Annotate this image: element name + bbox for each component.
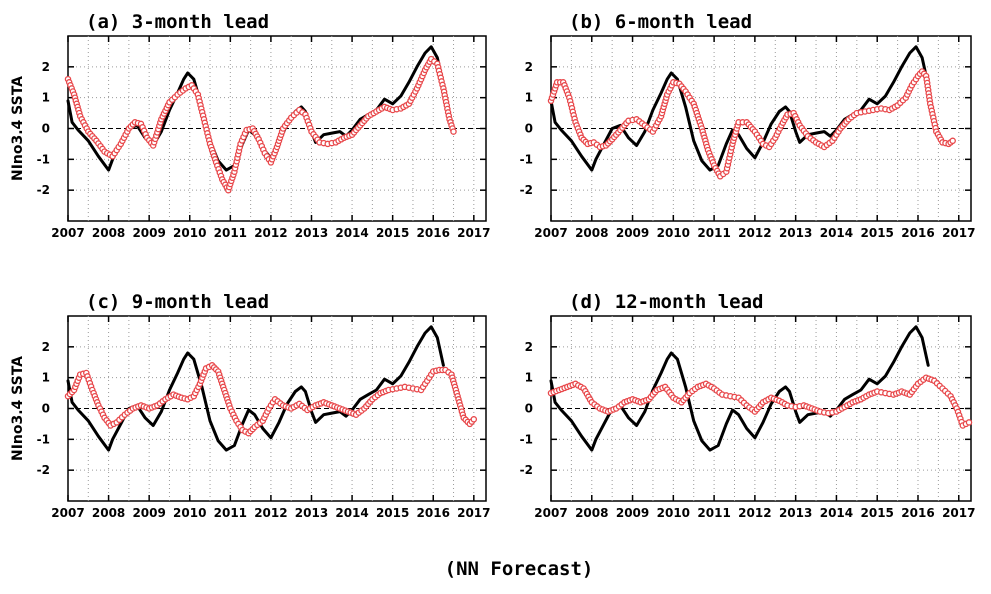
x-tick-label: 2016	[901, 506, 934, 520]
figure-caption: (NN Forecast)	[445, 558, 594, 580]
x-tick-label: 2009	[132, 506, 165, 520]
y-tick-label: -1	[37, 152, 50, 166]
x-tick-label: 2017	[457, 226, 490, 240]
x-tick-label: 2017	[942, 226, 975, 240]
y-axis-label: NIno3.4 SSTA	[10, 356, 26, 461]
y-tick-label: -1	[37, 432, 50, 446]
y-tick-label: 1	[42, 91, 50, 105]
x-tick-label: 2016	[417, 506, 450, 520]
x-tick-label: 2014	[820, 226, 853, 240]
x-tick-label: 2007	[51, 226, 84, 240]
x-tick-label: 2008	[575, 226, 608, 240]
x-tick-label: 2014	[820, 506, 853, 520]
x-tick-label: 2011	[214, 506, 247, 520]
x-tick-label: 2014	[335, 226, 368, 240]
x-tick-label: 2011	[214, 226, 247, 240]
x-tick-label: 2015	[376, 226, 409, 240]
y-tick-label: -2	[37, 183, 50, 197]
x-tick-label: 2013	[295, 226, 328, 240]
x-tick-label: 2008	[92, 506, 125, 520]
y-tick-label: -2	[520, 463, 533, 477]
x-tick-label: 2016	[901, 226, 934, 240]
forecast-point	[470, 416, 478, 423]
x-tick-label: 2012	[254, 506, 287, 520]
x-tick-label: 2010	[173, 226, 206, 240]
panel-title: (d) 12-month lead	[569, 291, 763, 313]
x-tick-label: 2008	[92, 226, 125, 240]
x-tick-label: 2007	[51, 506, 84, 520]
y-tick-label: -2	[37, 463, 50, 477]
y-tick-label: -2	[520, 183, 533, 197]
x-tick-label: 2013	[295, 506, 328, 520]
y-tick-label: -1	[520, 152, 533, 166]
panel-c: 2007 2008 2009 2010 2011 2012 2013 2014 2015 2016…	[10, 291, 491, 520]
x-tick-label: 2012	[254, 226, 287, 240]
y-tick-label: 0	[525, 402, 533, 416]
y-tick-label: 2	[525, 60, 533, 74]
x-tick-label: 2010	[657, 226, 690, 240]
x-tick-label: 2009	[616, 226, 649, 240]
y-tick-label: 0	[42, 122, 50, 136]
x-tick-label: 2008	[575, 506, 608, 520]
y-tick-label: 2	[42, 60, 50, 74]
x-tick-label: 2011	[697, 226, 730, 240]
forecast-point	[965, 419, 973, 426]
panel-title: (b) 6-month lead	[569, 11, 752, 33]
x-tick-label: 2007	[534, 226, 567, 240]
panel-title: (c) 9-month lead	[86, 291, 269, 313]
x-tick-label: 2017	[457, 506, 490, 520]
y-tick-label: -1	[520, 432, 533, 446]
x-tick-label: 2012	[738, 506, 771, 520]
x-tick-label: 2009	[616, 506, 649, 520]
panel-a: 2007 2008 2009 2010 2011 2012 2013 2014 2015 2016…	[10, 11, 491, 240]
panel-d: 2007 2008 2009 2010 2011 2012 2013 2014 2015 2016…	[520, 291, 976, 520]
x-tick-label: 2009	[132, 226, 165, 240]
x-tick-label: 2016	[417, 226, 450, 240]
x-tick-label: 2015	[861, 506, 894, 520]
x-tick-label: 2014	[335, 506, 368, 520]
y-tick-label: 2	[42, 340, 50, 354]
panel-b: 2007 2008 2009 2010 2011 2012 2013 2014 2015 2016…	[520, 11, 976, 240]
y-tick-label: 1	[525, 371, 533, 385]
y-tick-label: 2	[525, 340, 533, 354]
x-tick-label: 2015	[376, 506, 409, 520]
x-tick-label: 2013	[779, 506, 812, 520]
x-tick-label: 2012	[738, 226, 771, 240]
y-tick-label: 0	[525, 122, 533, 136]
y-axis-label: NIno3.4 SSTA	[10, 76, 26, 181]
x-tick-label: 2015	[861, 226, 894, 240]
x-tick-label: 2010	[657, 506, 690, 520]
panel-title: (a) 3-month lead	[86, 11, 269, 33]
forecast-point	[949, 137, 956, 145]
x-tick-label: 2013	[779, 226, 812, 240]
forecast-point	[450, 128, 457, 135]
observed-series-line	[549, 45, 930, 172]
y-tick-label: 1	[42, 371, 50, 385]
x-tick-label: 2007	[534, 506, 567, 520]
x-tick-label: 2010	[173, 506, 206, 520]
x-tick-label: 2017	[942, 506, 975, 520]
y-tick-label: 0	[42, 402, 50, 416]
y-tick-label: 1	[525, 91, 533, 105]
x-tick-label: 2011	[697, 506, 730, 520]
